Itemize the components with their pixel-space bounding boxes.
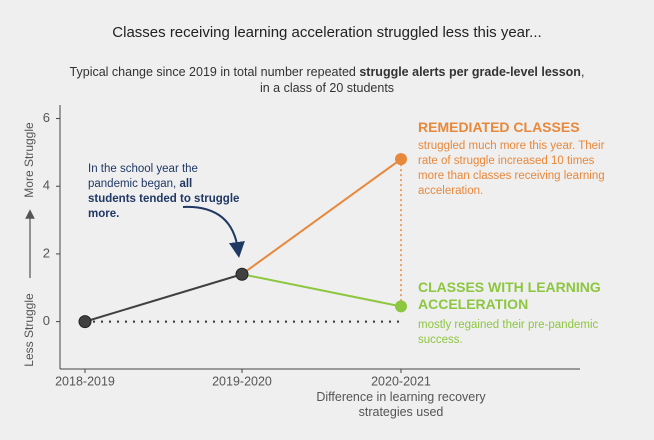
series-line	[241, 273, 402, 308]
x-tick-label: 2020-2021	[371, 374, 431, 388]
point	[78, 315, 92, 329]
y-label-low: Less Struggle	[22, 293, 36, 367]
x-tick-label: 2019-2020	[212, 374, 272, 388]
point	[395, 153, 407, 166]
chart-title: Classes receiving learning acceleration …	[112, 24, 542, 41]
y-tick-label: 6	[43, 110, 50, 125]
x-tick-label: 2018-2019	[55, 374, 115, 388]
series-label: REMEDIATED CLASSES	[418, 119, 580, 135]
series-note: struggled much more this year. Their rat…	[418, 140, 605, 197]
subtitle-part: Typical change since 2019 in total numbe…	[69, 65, 360, 79]
y-tick-label: 0	[43, 313, 50, 328]
subtitle-part: struggle alerts per grade-level lesson	[359, 65, 581, 79]
series-line	[241, 158, 402, 276]
series-label: CLASSES WITH LEARNING ACCELERATION	[418, 279, 601, 312]
y-tick-label: 2	[43, 245, 50, 260]
y-tick-label: 4	[43, 178, 50, 193]
series-note: mostly regained their pre-pandemic succe…	[418, 319, 599, 346]
y-label-high: More Struggle	[22, 122, 36, 198]
x-axis-label: Difference in learning recovery strategi…	[316, 390, 486, 419]
point	[235, 267, 249, 281]
chart-subtitle: Typical change since 2019 in total numbe…	[67, 64, 587, 96]
note-arrow	[182, 205, 245, 258]
series-line	[84, 273, 243, 323]
annotation-part: In the school year the pandemic began,	[88, 163, 198, 190]
annotation: In the school year the pandemic began, a…	[88, 162, 243, 222]
point	[395, 300, 407, 313]
subtitle-part: , in a class of 20 students	[259, 65, 585, 95]
annotation-part: all students tended to struggle more.	[88, 178, 240, 220]
